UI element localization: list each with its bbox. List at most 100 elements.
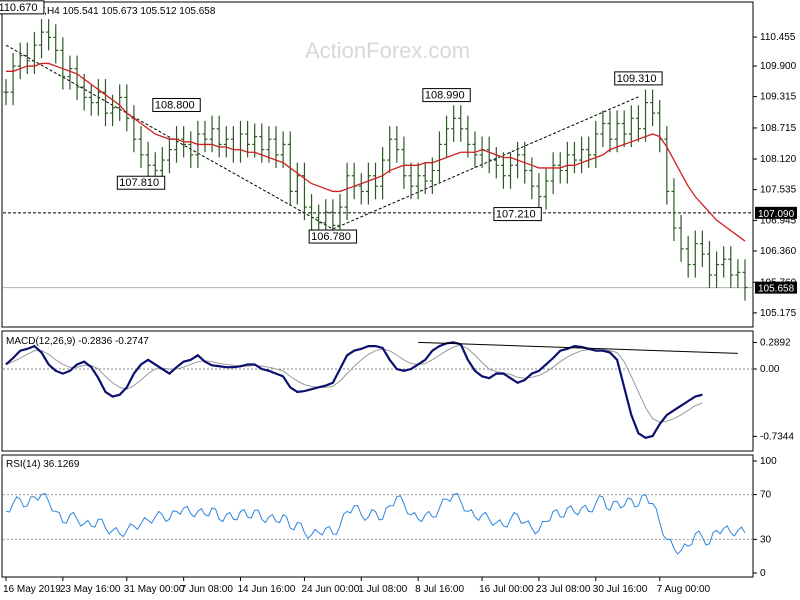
price-annotation-label: 108.800 — [155, 100, 195, 112]
ohlc-bar — [223, 126, 229, 158]
ohlc-bar — [664, 126, 670, 205]
rsi-axis-tick-label: 100 — [760, 456, 777, 467]
price-annotation-label: 110.670 — [0, 2, 37, 14]
ohlc-bar — [593, 120, 599, 168]
watermark: ActionForex.com — [305, 38, 470, 63]
ohlc-bar — [735, 259, 741, 289]
price-annotation: 108.990 — [422, 88, 471, 103]
ohlc-bar — [657, 100, 663, 153]
level-price-tag-label: 107.090 — [758, 209, 795, 220]
ohlc-bar — [202, 120, 208, 153]
price-annotation: 107.810 — [116, 175, 166, 190]
ohlc-bar — [458, 105, 464, 142]
ohlc-bar — [564, 141, 570, 184]
ohlc-bar — [3, 79, 9, 106]
ohlc-bar — [351, 162, 357, 200]
price-axis-tick-label: 105.175 — [760, 308, 797, 319]
level-price-tag-bg — [755, 206, 797, 219]
ohlc-bar — [230, 126, 236, 163]
ohlc-bar — [692, 230, 698, 278]
price-axis-tick-label: 106.360 — [760, 246, 797, 257]
ohlc-bar — [650, 89, 656, 127]
ohlc-bar — [174, 126, 180, 163]
current-price-tag-bg — [755, 281, 797, 294]
macd-axis-tick-label: 0.00 — [760, 364, 780, 375]
macd-axis-tick-label: -0.7344 — [760, 431, 794, 442]
ohlc-bar — [380, 147, 386, 200]
ohlc-bar — [543, 167, 549, 210]
ohlc-bar — [714, 251, 720, 289]
ohlc-bar — [500, 152, 506, 189]
ohlc-bar — [579, 136, 585, 174]
rsi-axis-tick-label: 0 — [760, 568, 766, 579]
ohlc-bar — [81, 73, 87, 111]
ohlc-bar — [373, 162, 378, 200]
ohlc-bar — [39, 19, 45, 59]
ohlc-bar — [465, 115, 471, 158]
rsi-axis-tick-label: 30 — [760, 534, 772, 545]
price-axis-tick-label: 109.315 — [760, 92, 797, 103]
ohlc-bar — [706, 241, 712, 289]
ohlc-bar — [245, 120, 251, 158]
time-axis-tick-label: 14 Jun 16:00 — [237, 584, 295, 595]
ohlc-bar — [415, 162, 421, 200]
ohlc-bar — [145, 141, 151, 179]
ohlc-bar — [635, 105, 641, 142]
ohlc-bar — [166, 136, 172, 174]
price-annotation: 108.800 — [152, 98, 201, 113]
price-annotation: 107.210 — [493, 207, 542, 222]
ohlc-bar — [550, 152, 556, 195]
price-axis-tick-label: 108.715 — [760, 123, 797, 134]
macd-line — [5, 341, 703, 440]
rsi-series — [3, 492, 752, 555]
price-annotation-label: 107.210 — [496, 209, 536, 221]
rsi-pane-frame — [1, 454, 754, 578]
price-axis-tick-label: 107.535 — [760, 185, 797, 196]
time-axis-tick-label: 16 Jul 00:00 — [479, 584, 534, 595]
ohlc-bar — [394, 126, 400, 163]
ohlc-bar — [429, 157, 435, 195]
price-annotation: 110.670 — [0, 0, 45, 15]
ohlc-bar — [60, 37, 66, 90]
ohlc-bar — [571, 141, 577, 174]
macd-series — [3, 341, 752, 440]
axes: 110.455 109.900 109.315 108.715 108.120 107.5… — [3, 32, 797, 595]
ohlc-bar — [671, 178, 677, 242]
ohlc-bar — [358, 173, 364, 205]
trendline-1 — [332, 96, 639, 230]
ohlc-bar — [508, 152, 513, 189]
price-annotation-box — [422, 88, 471, 103]
time-axis-tick-label: 7 Aug 00:00 — [657, 584, 711, 595]
time-axis-tick-label: 23 Jul 08:00 — [536, 584, 591, 595]
ohlc-bar — [607, 110, 613, 153]
ohlc-bar — [600, 110, 606, 148]
price-annotation-box — [116, 175, 166, 190]
ohlc-bar — [95, 79, 101, 116]
price-axis-tick-label: 106.945 — [760, 215, 797, 226]
price-annotation-label: 106.780 — [311, 231, 351, 243]
ohlc-bar — [216, 115, 222, 158]
price-series: 110.670 108.800 107.810 106.780 108.990 107.2… — [0, 0, 752, 301]
price-annotation-box — [308, 229, 358, 244]
ohlc-bar — [614, 110, 620, 153]
ohlc-bar — [536, 173, 542, 210]
ohlc-bar — [365, 162, 371, 205]
price-annotation: 109.310 — [614, 71, 663, 86]
ohlc-bar — [138, 126, 144, 168]
ohlc-bar — [643, 89, 649, 142]
ohlc-bar — [131, 105, 137, 153]
macd-axis-tick-label: 0.2892 — [760, 337, 791, 348]
ohlc-bar — [742, 259, 748, 301]
time-axis-tick-label: 31 May 00:00 — [124, 584, 185, 595]
ohlc-bar — [344, 162, 350, 221]
ohlc-bar — [309, 194, 315, 231]
ohlc-bar — [436, 131, 442, 184]
ohlc-bar — [53, 24, 59, 64]
price-annotation-label: 109.310 — [617, 73, 657, 85]
ohlc-bar — [88, 84, 94, 116]
price-pane-title: USDJPY,H4 105.541 105.673 105.512 105.65… — [6, 6, 216, 17]
ohlc-bar — [685, 235, 691, 278]
price-annotation-box — [0, 0, 45, 15]
